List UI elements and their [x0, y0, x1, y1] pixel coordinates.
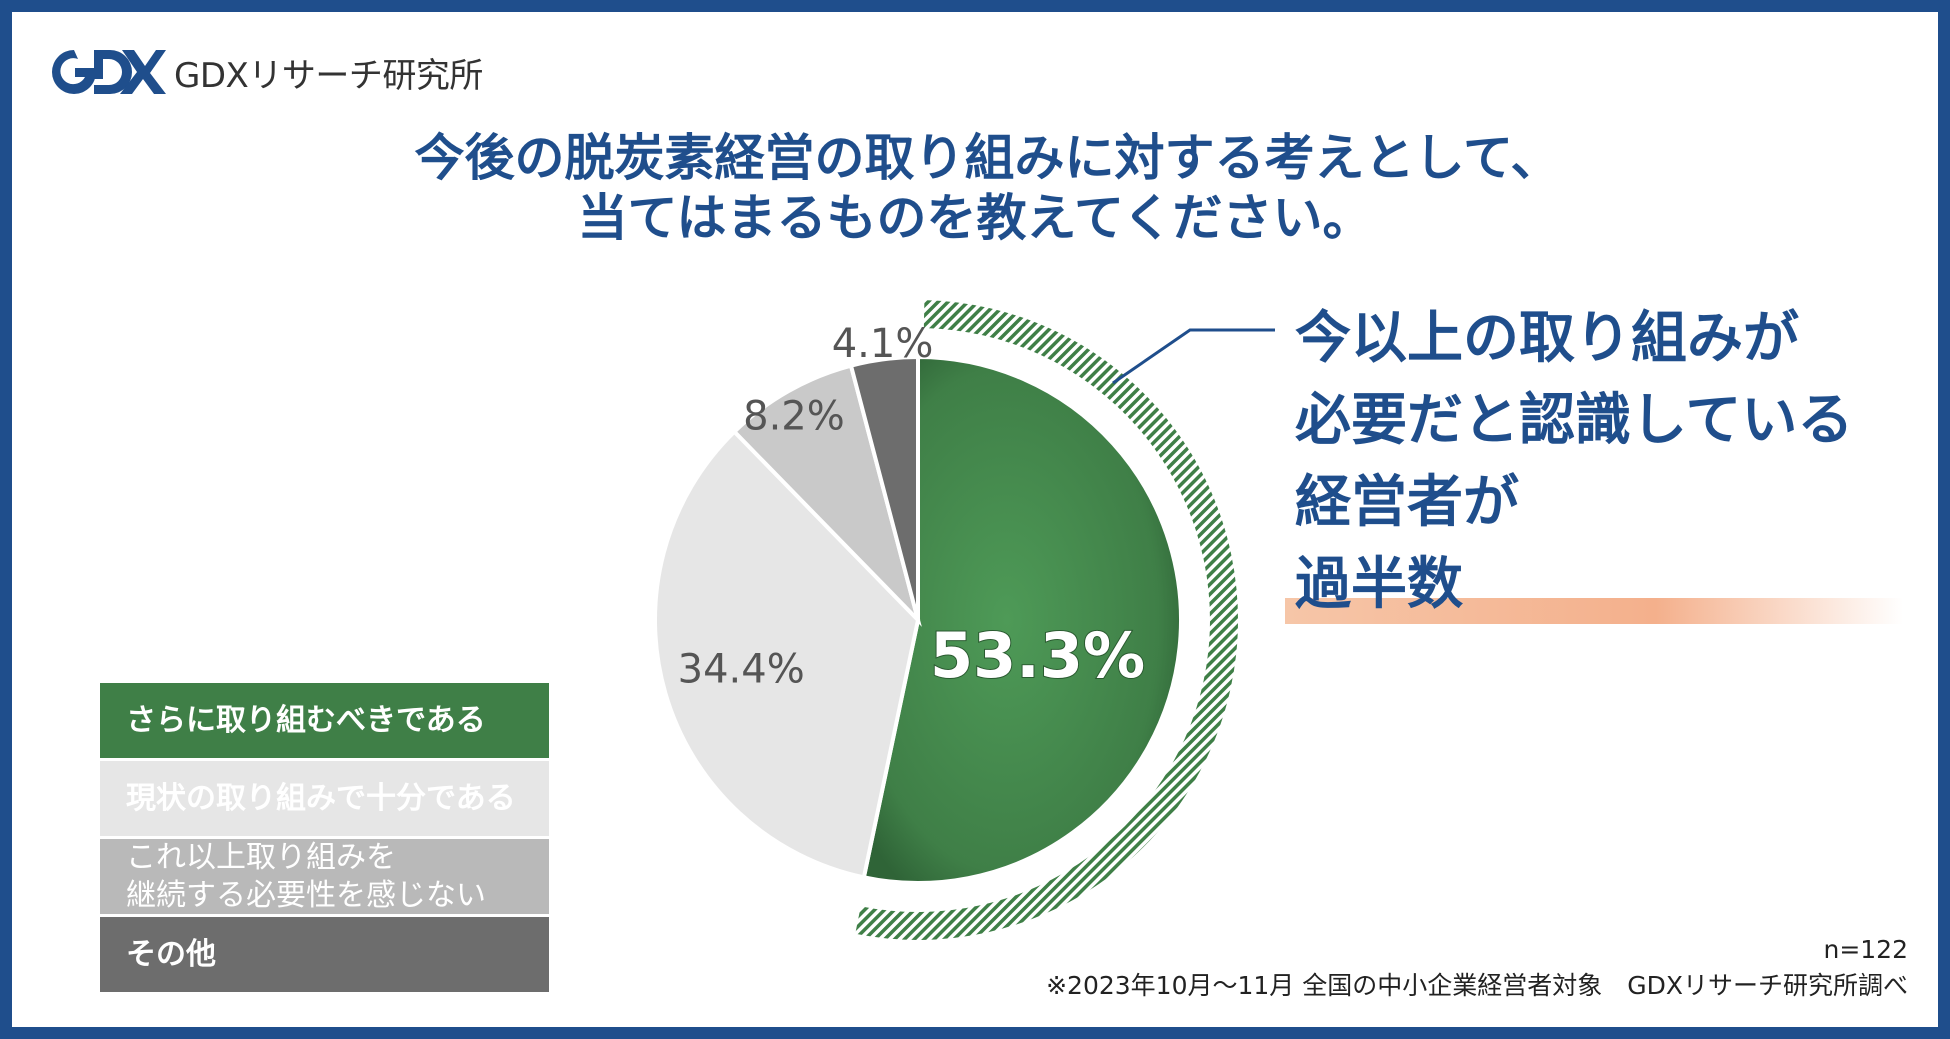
title-line-2: 当てはまるものを教えてください。: [577, 189, 1373, 247]
slice-labels: 53.3% 34.4% 8.2% 4.1%: [678, 321, 1146, 693]
legend-label: 現状の取り組みで十分である: [126, 780, 516, 816]
callout-line-1: 今以上の取り組みが: [1295, 306, 1799, 371]
brand-logo: GDXリサーチ研究所: [44, 44, 483, 100]
callout-line-3: 経営者が 過半数: [1285, 462, 1904, 626]
chart-title: 今後の脱炭素経営の取り組みに対する考えとして、 当てはまるものを教えてください。: [0, 128, 1950, 248]
slice-label-4: 4.1%: [832, 321, 934, 367]
legend-label: これ以上取り組みを 継続する必要性を感じない: [126, 839, 486, 913]
legend: さらに取り組むべきである 現状の取り組みで十分である これ以上取り組みを 継続す…: [100, 683, 549, 995]
callout: 今以上の取り組みが 必要だと認識している 経営者が過半数: [1285, 298, 1904, 626]
survey-note: ※2023年10月～11月 全国の中小企業経営者対象 GDXリサーチ研究所調べ: [1046, 971, 1908, 1000]
footer: n=122 ※2023年10月～11月 全国の中小企業経営者対象 GDXリサーチ…: [1046, 932, 1908, 1004]
gdx-logo-icon: [52, 50, 166, 94]
callout-line-2: 必要だと認識している: [1295, 388, 1854, 453]
slice-label-2: 34.4%: [678, 646, 805, 692]
callout-highlight: 過半数: [1285, 544, 1904, 626]
legend-item-4: その他: [100, 917, 549, 992]
legend-item-1: さらに取り組むべきである: [100, 683, 549, 758]
title-line-1: 今後の脱炭素経営の取り組みに対する考えとして、: [414, 129, 1561, 187]
legend-item-2: 現状の取り組みで十分である: [100, 761, 549, 836]
legend-label: さらに取り組むべきである: [126, 702, 486, 738]
slice-label-3: 8.2%: [743, 394, 845, 440]
pie-slice-2: [653, 428, 921, 880]
brand-name: GDXリサーチ研究所: [174, 55, 483, 96]
sample-size: n=122: [1823, 935, 1908, 964]
pie-slice-4: [848, 354, 920, 621]
legend-item-3: これ以上取り組みを 継続する必要性を感じない: [100, 839, 549, 914]
slice-label-1: 53.3%: [930, 619, 1145, 692]
legend-label: その他: [126, 936, 216, 972]
callout-leader-line: [1112, 328, 1275, 385]
callout-highlight-text: 過半数: [1295, 552, 1463, 617]
pie-slice-3: [731, 363, 922, 627]
pie-slices: [653, 354, 1183, 885]
pie-slice-1: [861, 354, 1183, 885]
callout-line-3-prefix: 経営者が: [1295, 470, 1519, 535]
